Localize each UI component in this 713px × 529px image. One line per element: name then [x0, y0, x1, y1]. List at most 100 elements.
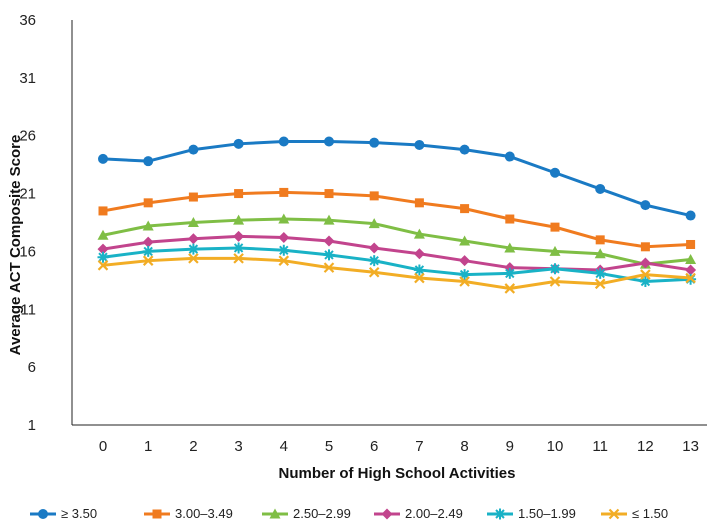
data-point	[639, 276, 651, 288]
legend-label: ≤ 1.50	[632, 506, 668, 521]
data-point	[504, 267, 516, 279]
data-point	[685, 210, 696, 221]
data-point	[97, 243, 109, 255]
x-tick-label: 1	[144, 438, 152, 455]
data-point	[233, 214, 245, 225]
data-point	[187, 217, 199, 227]
x-tick-label: 5	[325, 438, 333, 455]
y-tick-label: 6	[28, 359, 36, 376]
series-group	[98, 187, 696, 252]
legend-label: ≥ 3.50	[61, 506, 97, 521]
legend-marker	[494, 508, 506, 520]
data-point	[278, 213, 290, 224]
x-tick-label: 0	[99, 438, 107, 455]
data-point	[414, 198, 424, 208]
legend: ≥ 3.50 3.00–3.49 2.50–2.99 2.00–2.49 1.50–1.…	[30, 506, 668, 521]
data-point	[234, 189, 244, 199]
y-axis-title: Average ACT Composite Score	[7, 135, 24, 356]
x-tick-label: 6	[370, 438, 378, 455]
data-point	[459, 144, 470, 155]
data-point	[413, 264, 425, 276]
data-point	[595, 235, 605, 245]
data-point	[685, 254, 697, 265]
x-tick-label: 10	[547, 438, 564, 455]
y-tick-label: 26	[19, 128, 36, 145]
data-point	[368, 218, 380, 229]
data-point	[98, 206, 108, 216]
legend-item: 2.50–2.99	[262, 506, 351, 521]
series-line	[101, 246, 693, 284]
data-point	[324, 189, 334, 199]
legend-item: ≤ 1.50	[601, 506, 668, 521]
y-tick-label: 31	[19, 70, 36, 87]
data-point	[504, 283, 516, 294]
data-point	[368, 266, 380, 278]
data-point	[233, 138, 244, 149]
data-point	[414, 139, 425, 150]
legend-item: ≥ 3.50	[30, 506, 97, 521]
y-tick-label: 21	[19, 186, 36, 203]
data-point	[594, 248, 606, 259]
legend-label: 2.50–2.99	[293, 506, 351, 521]
x-tick-label: 4	[280, 438, 288, 455]
data-point	[549, 263, 561, 275]
x-tick-label: 3	[234, 438, 242, 455]
data-point	[97, 229, 109, 240]
legend-marker	[381, 508, 393, 520]
y-tick-label: 16	[19, 243, 36, 260]
data-point	[143, 156, 154, 167]
series-line	[101, 190, 693, 249]
data-point	[233, 253, 244, 264]
data-point	[640, 242, 650, 252]
legend-marker	[38, 509, 48, 519]
data-point	[595, 183, 606, 194]
data-point	[459, 276, 470, 287]
data-point	[142, 236, 154, 248]
x-axis-title: Number of High School Activities	[279, 465, 516, 482]
data-point	[143, 198, 153, 208]
series-layer	[97, 136, 697, 294]
data-point	[98, 153, 108, 164]
data-point	[323, 262, 335, 273]
x-tick-label: 8	[460, 438, 468, 455]
data-point	[323, 235, 335, 247]
data-point	[413, 248, 425, 260]
data-point	[686, 239, 696, 249]
data-point	[685, 272, 696, 284]
x-tick-label: 13	[682, 438, 699, 455]
legend-item: 1.50–1.99	[487, 506, 576, 521]
data-point	[142, 245, 154, 257]
data-point	[504, 151, 515, 162]
data-point	[188, 253, 199, 264]
series-group	[97, 253, 696, 294]
data-point	[369, 191, 379, 201]
legend-marker	[608, 508, 620, 520]
data-point	[549, 276, 561, 287]
x-axis-ticks: 0 1 2 3 4 5 6 7 8 9 10 11 12 13	[99, 438, 699, 455]
series-line	[101, 256, 693, 290]
x-tick-label: 11	[592, 438, 608, 455]
data-point	[187, 233, 199, 245]
series-line	[101, 140, 693, 218]
y-tick-label: 1	[28, 417, 36, 434]
data-point	[549, 245, 561, 256]
data-point	[594, 267, 606, 279]
data-point	[323, 249, 335, 261]
data-point	[369, 137, 380, 148]
legend-item: 2.00–2.49	[374, 506, 463, 521]
series-group	[97, 242, 697, 288]
data-point	[685, 264, 697, 276]
data-point	[459, 235, 471, 246]
data-point	[368, 242, 380, 254]
legend-label: 3.00–3.49	[175, 506, 233, 521]
data-point	[188, 192, 198, 202]
data-point	[187, 243, 199, 255]
data-point	[142, 220, 154, 231]
data-point	[640, 269, 651, 280]
y-tick-label: 11	[20, 301, 36, 318]
data-point	[505, 214, 515, 224]
series-group	[98, 136, 696, 221]
data-point	[278, 136, 289, 147]
